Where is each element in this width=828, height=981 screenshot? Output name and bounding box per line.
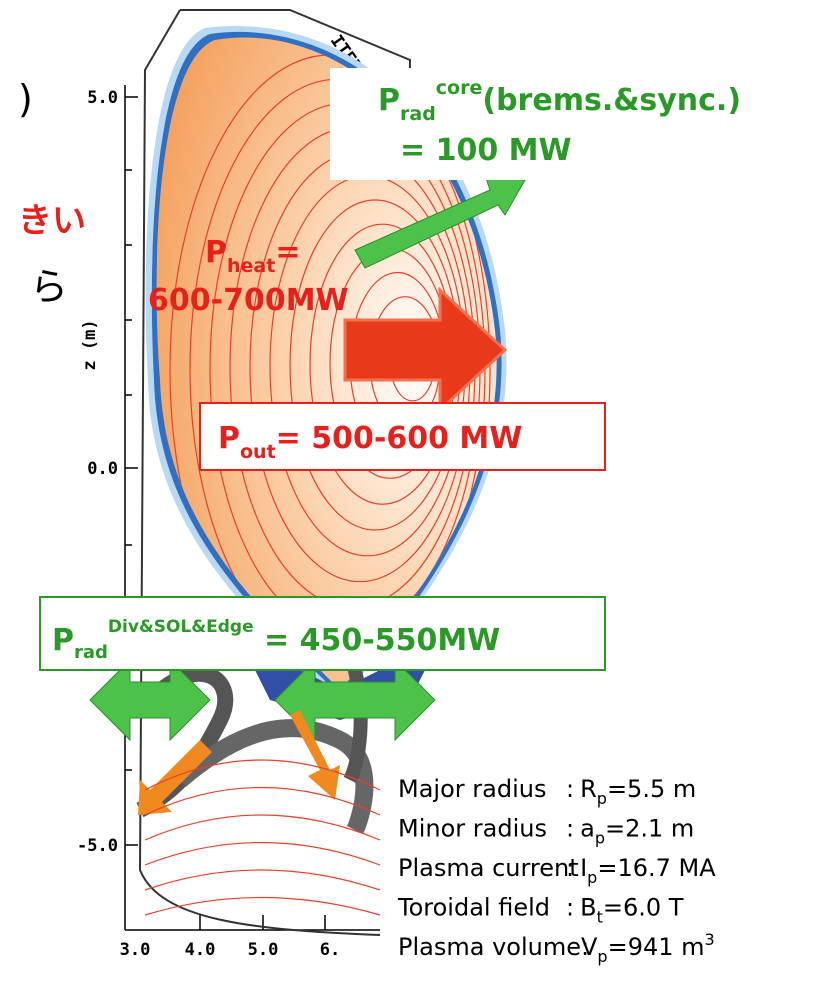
superscript: Div&SOL&Edge [108, 617, 254, 637]
symbol: V [581, 933, 598, 961]
y-tick-label: -5.0 [77, 836, 118, 856]
symbol: P [52, 623, 74, 658]
value: =5.5 m [607, 775, 696, 803]
core-radiation-value: = 100 MW [400, 133, 572, 168]
x-tick-label: 6. [320, 940, 340, 960]
symbol: I [580, 854, 587, 882]
subscript: p [597, 789, 607, 808]
colon: : [566, 815, 574, 843]
colon: : [566, 854, 574, 882]
flux-surface [145, 815, 380, 840]
x-tick-label: 3.0 [120, 940, 151, 960]
fragment-text: きい [18, 201, 86, 241]
symbol: R [580, 775, 597, 803]
diagram: ) きい ら 5.0 0.0 -5.0 z (m) 3.0 4.0 5.0 6.… [0, 0, 828, 981]
parameter-label: Plasma volume: [398, 933, 589, 961]
colon: : [566, 894, 574, 922]
label-text: (brems.&sync.) [482, 83, 741, 118]
subscript: p [595, 829, 605, 848]
subscript: out [240, 441, 276, 463]
symbol: P [205, 235, 227, 270]
superscript: core [436, 77, 483, 99]
flux-surface [145, 870, 380, 890]
x-tick-label: 4.0 [185, 940, 216, 960]
subscript: heat [227, 255, 275, 277]
value: =6.0 T [603, 894, 684, 922]
x-tick-label: 5.0 [248, 940, 279, 960]
value: =2.1 m [605, 815, 694, 843]
fragment-text: ) [18, 77, 33, 121]
symbol: a [580, 815, 595, 843]
subscript: p [597, 947, 607, 966]
symbol: P [218, 421, 240, 456]
flux-surface [145, 843, 380, 866]
symbol: B [580, 894, 596, 922]
flux-surface [145, 898, 380, 916]
y-axis-label: z (m) [80, 319, 100, 370]
label-text: = 450-550MW [254, 623, 501, 658]
subscript: p [587, 868, 597, 887]
colon: : [566, 775, 574, 803]
parameter-label: Toroidal field [397, 894, 550, 922]
y-tick-label: 0.0 [87, 459, 118, 479]
fragment-text: ら [30, 265, 68, 309]
symbol: P [378, 83, 400, 118]
label-text: = [275, 235, 300, 270]
label-text: = 500-600 MW [276, 421, 523, 456]
parameter-label: Minor radius [398, 815, 547, 843]
parameter-label: Plasma current [398, 854, 579, 882]
value: =941 m [608, 933, 705, 961]
subscript: rad [74, 642, 108, 663]
parameter-label: Major radius [398, 775, 546, 803]
subscript: rad [400, 103, 436, 125]
heating-value: 600-700MW [148, 283, 349, 318]
superscript: 3 [705, 930, 715, 949]
y-tick-label: 5.0 [87, 88, 118, 108]
value: =16.7 MA [597, 854, 716, 882]
heat-flux-arrow [138, 740, 212, 815]
page: ) きい ら 5.0 0.0 -5.0 z (m) 3.0 4.0 5.0 6.… [0, 0, 828, 981]
